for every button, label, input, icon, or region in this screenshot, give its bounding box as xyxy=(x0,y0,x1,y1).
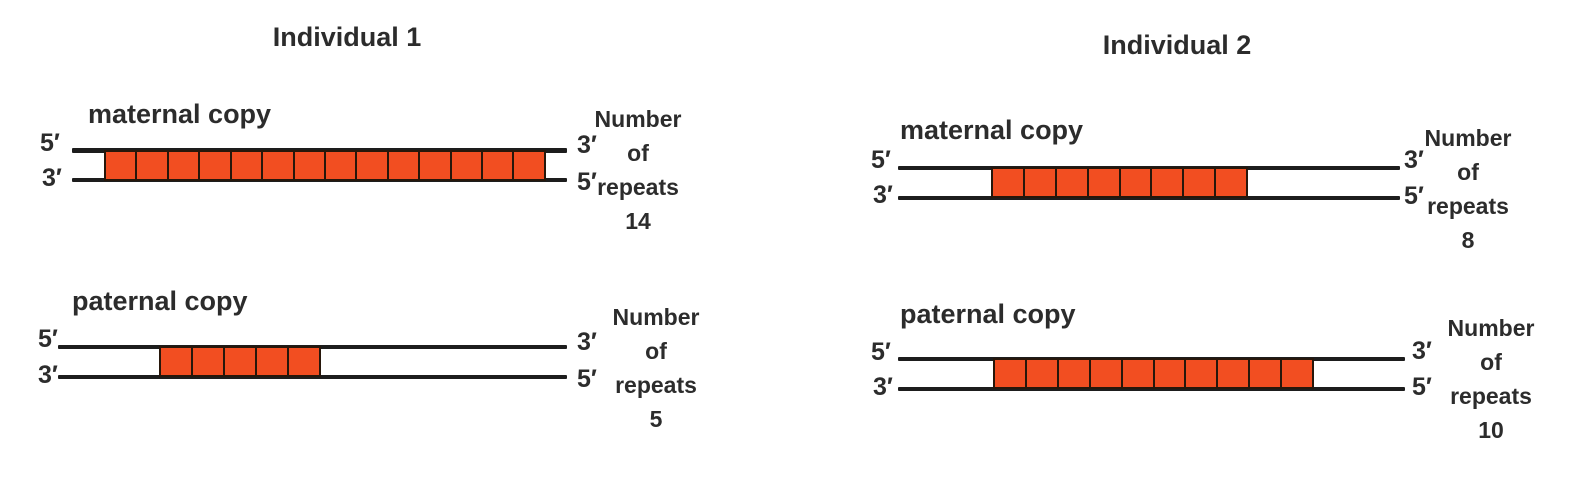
repeat-unit xyxy=(325,152,356,179)
paternal-copy-label: paternal copy xyxy=(72,286,248,316)
three-prime-label: 3′ xyxy=(577,131,597,159)
repeat-unit xyxy=(388,152,419,179)
repeat-unit xyxy=(231,152,262,179)
number-word: repeats xyxy=(1450,383,1532,409)
repeat-unit xyxy=(161,348,191,375)
three-prime-label: 3′ xyxy=(38,361,58,389)
repeat-unit xyxy=(106,152,136,179)
repeat-unit xyxy=(995,360,1025,387)
repeat-unit xyxy=(1090,360,1121,387)
individual-1-title: Individual 1 xyxy=(272,22,422,52)
maternal-copy-label: maternal copy xyxy=(900,115,1084,145)
repeat-unit xyxy=(168,152,199,179)
five-prime-label: 5′ xyxy=(577,168,597,196)
repeat-unit xyxy=(514,152,544,179)
five-prime-label: 5′ xyxy=(871,338,891,366)
bottom-strand-line xyxy=(58,375,567,379)
repeat-unit xyxy=(1026,360,1057,387)
repeat-unit xyxy=(1058,360,1089,387)
repeat-unit xyxy=(1154,360,1185,387)
repeat-count-value: 10 xyxy=(1478,417,1504,443)
repeat-unit xyxy=(200,152,230,179)
repeat-unit xyxy=(1250,360,1281,387)
five-prime-label: 5′ xyxy=(38,325,58,353)
repeat-track xyxy=(159,346,321,377)
number-word: of xyxy=(1480,349,1502,375)
number-of-repeats-column: Number of repeats 14 xyxy=(583,102,693,238)
five-prime-label: 5′ xyxy=(40,129,60,157)
number-word: of xyxy=(645,338,667,364)
repeat-unit xyxy=(1186,360,1217,387)
individual-2-title: Individual 2 xyxy=(1102,30,1252,60)
repeat-unit xyxy=(1024,169,1055,196)
repeat-unit xyxy=(1216,169,1246,196)
repeat-unit xyxy=(294,152,324,179)
repeat-count-value: 5 xyxy=(649,406,663,432)
repeat-track xyxy=(104,150,546,181)
number-word: of xyxy=(627,140,649,166)
paternal-copy-label: paternal copy xyxy=(900,299,1076,329)
number-of-repeats-column: Number of repeats 10 xyxy=(1436,311,1546,447)
repeat-unit xyxy=(1056,169,1087,196)
repeat-unit xyxy=(225,348,255,375)
repeat-unit xyxy=(1184,169,1215,196)
five-prime-label: 5′ xyxy=(1412,373,1432,401)
number-word: repeats xyxy=(615,372,697,398)
number-of-repeats-column: Number of repeats 8 xyxy=(1413,121,1523,257)
repeat-track xyxy=(993,358,1314,389)
three-prime-label: 3′ xyxy=(873,181,893,209)
repeat-unit xyxy=(1122,360,1153,387)
three-prime-label: 3′ xyxy=(873,373,893,401)
repeat-track xyxy=(991,167,1248,198)
repeat-unit xyxy=(257,348,287,375)
bottom-strand-line xyxy=(898,387,1405,391)
number-word: of xyxy=(1457,159,1479,185)
number-word: Number xyxy=(594,106,682,132)
three-prime-label: 3′ xyxy=(577,328,597,356)
repeat-count-value: 8 xyxy=(1461,227,1475,253)
number-word: Number xyxy=(1447,315,1535,341)
three-prime-label: 3′ xyxy=(1404,146,1424,174)
repeat-unit xyxy=(357,152,387,179)
repeat-unit xyxy=(289,348,319,375)
repeat-unit xyxy=(420,152,450,179)
maternal-copy-label: maternal copy xyxy=(88,99,272,129)
repeat-count-value: 14 xyxy=(625,208,651,234)
repeat-unit xyxy=(993,169,1023,196)
five-prime-label: 5′ xyxy=(1404,182,1424,210)
repeat-unit xyxy=(1218,360,1249,387)
number-of-repeats-column: Number of repeats 5 xyxy=(601,300,711,436)
repeat-unit xyxy=(137,152,167,179)
repeat-unit xyxy=(193,348,223,375)
bottom-strand-line xyxy=(898,196,1400,200)
repeat-unit xyxy=(1282,360,1313,387)
repeat-unit xyxy=(1088,169,1119,196)
number-word: Number xyxy=(612,304,700,330)
five-prime-label: 5′ xyxy=(577,365,597,393)
number-word: repeats xyxy=(597,174,679,200)
repeat-unit xyxy=(1152,169,1183,196)
repeat-unit xyxy=(263,152,293,179)
repeat-unit xyxy=(1120,169,1151,196)
three-prime-label: 3′ xyxy=(42,164,62,192)
number-word: repeats xyxy=(1427,193,1509,219)
repeat-unit xyxy=(451,152,482,179)
number-word: Number xyxy=(1424,125,1512,151)
repeat-unit xyxy=(483,152,513,179)
three-prime-label: 3′ xyxy=(1412,337,1432,365)
five-prime-label: 5′ xyxy=(871,146,891,174)
